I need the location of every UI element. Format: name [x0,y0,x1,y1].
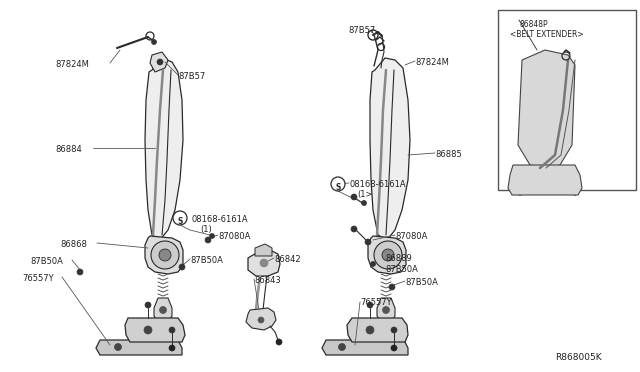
Circle shape [365,239,371,245]
Polygon shape [248,250,280,276]
Circle shape [362,201,367,205]
Text: 87B50A: 87B50A [190,256,223,265]
Circle shape [367,302,373,308]
Circle shape [351,226,357,232]
Text: 86885: 86885 [435,150,461,159]
Circle shape [331,177,345,191]
Text: 86889: 86889 [385,254,412,263]
Circle shape [157,59,163,65]
Circle shape [209,234,214,238]
Circle shape [258,317,264,323]
Text: 87B50A: 87B50A [30,257,63,266]
Text: 87B57: 87B57 [348,26,375,35]
Bar [498,10,636,190]
Circle shape [382,249,394,261]
Circle shape [159,249,171,261]
Polygon shape [370,58,410,240]
Circle shape [391,345,397,351]
Polygon shape [347,318,408,342]
Text: <BELT EXTENDER>: <BELT EXTENDER> [510,30,584,39]
Text: 87824M: 87824M [415,58,449,67]
Text: 86843: 86843 [254,276,281,285]
Text: R868005K: R868005K [555,353,602,362]
Polygon shape [150,52,168,72]
Circle shape [179,264,185,270]
Polygon shape [518,50,575,168]
Circle shape [260,259,268,267]
Circle shape [152,39,157,45]
Circle shape [77,269,83,275]
Polygon shape [368,236,406,274]
Text: 86868: 86868 [60,240,87,249]
Circle shape [145,302,151,308]
Polygon shape [255,244,272,256]
Circle shape [276,339,282,345]
Text: 87824M: 87824M [55,60,89,69]
Text: 87B50A: 87B50A [405,278,438,287]
Text: 08168-6161A: 08168-6161A [192,215,248,224]
Circle shape [115,343,122,350]
Polygon shape [246,308,276,330]
Polygon shape [322,340,408,355]
Text: 86842: 86842 [274,255,301,264]
Polygon shape [125,318,185,342]
Text: 87B57: 87B57 [178,72,205,81]
Circle shape [205,237,211,243]
Circle shape [173,211,187,225]
Circle shape [389,284,395,290]
Polygon shape [154,298,172,322]
Circle shape [151,241,179,269]
Circle shape [383,307,390,314]
Polygon shape [377,298,395,322]
Circle shape [366,326,374,334]
Text: 87B50A: 87B50A [385,265,418,274]
Polygon shape [145,236,183,274]
Circle shape [391,327,397,333]
Circle shape [351,194,357,200]
Text: (1>: (1> [357,190,372,199]
Polygon shape [96,340,182,355]
Text: 87080A: 87080A [395,232,428,241]
Circle shape [169,327,175,333]
Circle shape [169,345,175,351]
Text: 86848P: 86848P [519,20,548,29]
Circle shape [159,307,166,314]
Text: 08168-6161A: 08168-6161A [350,180,406,189]
Text: 76557Y: 76557Y [360,298,392,307]
Text: 86884: 86884 [55,145,82,154]
Text: (1): (1) [200,225,212,234]
Circle shape [144,326,152,334]
Text: S: S [177,217,182,225]
Circle shape [339,343,346,350]
Circle shape [374,241,402,269]
Text: 76557Y: 76557Y [22,274,54,283]
Polygon shape [145,58,183,240]
Text: S: S [335,183,340,192]
Text: 87080A: 87080A [218,232,250,241]
Circle shape [371,262,376,266]
Polygon shape [508,165,582,195]
